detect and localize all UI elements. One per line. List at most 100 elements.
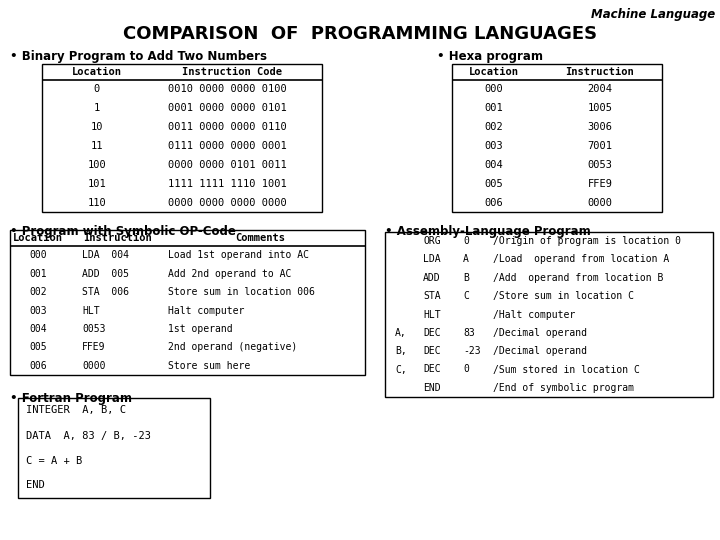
Text: DATA  A, 83 / B, -23: DATA A, 83 / B, -23: [26, 430, 151, 441]
Text: • Hexa program: • Hexa program: [437, 50, 543, 63]
Text: 11: 11: [91, 141, 103, 151]
Text: 0: 0: [463, 236, 469, 246]
Text: FFE9: FFE9: [588, 179, 613, 188]
Text: 001: 001: [30, 268, 47, 279]
Text: 1: 1: [94, 103, 100, 113]
Text: Add 2nd operand to AC: Add 2nd operand to AC: [168, 268, 292, 279]
Text: 004: 004: [30, 324, 47, 334]
Text: B,: B,: [395, 346, 407, 356]
Text: • Assembly-Language Program: • Assembly-Language Program: [385, 225, 590, 238]
Text: Location: Location: [13, 233, 63, 243]
Text: 83: 83: [463, 328, 474, 338]
Text: 100: 100: [88, 160, 107, 170]
Text: 006: 006: [485, 198, 503, 207]
Text: END: END: [26, 481, 45, 490]
Text: 006: 006: [30, 361, 47, 371]
Text: STA  006: STA 006: [82, 287, 129, 297]
Text: 005: 005: [485, 179, 503, 188]
Text: HLT: HLT: [423, 309, 441, 320]
Text: 1005: 1005: [588, 103, 613, 113]
Text: FFE9: FFE9: [82, 342, 106, 353]
Text: B: B: [463, 273, 469, 283]
Text: 000: 000: [30, 250, 47, 260]
Text: C = A + B: C = A + B: [26, 456, 82, 465]
Text: /End of symbolic program: /End of symbolic program: [493, 383, 634, 393]
Text: DEC: DEC: [423, 346, 441, 356]
Text: ADD: ADD: [423, 273, 441, 283]
Text: 7001: 7001: [588, 141, 613, 151]
Text: /Sum stored in location C: /Sum stored in location C: [493, 364, 640, 375]
Text: 0001 0000 0000 0101: 0001 0000 0000 0101: [168, 103, 287, 113]
Text: /Decimal operand: /Decimal operand: [493, 346, 587, 356]
Text: DEC: DEC: [423, 364, 441, 375]
Text: END: END: [423, 383, 441, 393]
Text: LDA  004: LDA 004: [82, 250, 129, 260]
Text: Store sum in location 006: Store sum in location 006: [168, 287, 315, 297]
Text: C: C: [463, 291, 469, 301]
Text: /Decimal operand: /Decimal operand: [493, 328, 587, 338]
Text: 3006: 3006: [588, 122, 613, 132]
Text: Machine Language: Machine Language: [590, 8, 715, 21]
Bar: [385, 232, 713, 397]
Text: 0000 0000 0000 0000: 0000 0000 0000 0000: [168, 198, 287, 207]
Text: 101: 101: [88, 179, 107, 188]
Text: Load 1st operand into AC: Load 1st operand into AC: [168, 250, 309, 260]
Text: • Fortran Program: • Fortran Program: [10, 392, 132, 405]
Bar: [42, 64, 322, 212]
Text: 005: 005: [30, 342, 47, 353]
Text: 2004: 2004: [588, 84, 613, 94]
Text: /Store sum in location C: /Store sum in location C: [493, 291, 634, 301]
Text: 004: 004: [485, 160, 503, 170]
Text: 0053: 0053: [588, 160, 613, 170]
Text: 0111 0000 0000 0001: 0111 0000 0000 0001: [168, 141, 287, 151]
Text: 0011 0000 0000 0110: 0011 0000 0000 0110: [168, 122, 287, 132]
Text: LDA: LDA: [423, 254, 441, 265]
Text: Location: Location: [72, 67, 122, 77]
Text: 110: 110: [88, 198, 107, 207]
Text: A,: A,: [395, 328, 407, 338]
Text: 2nd operand (negative): 2nd operand (negative): [168, 342, 297, 353]
Text: /Add  operand from location B: /Add operand from location B: [493, 273, 663, 283]
Text: DEC: DEC: [423, 328, 441, 338]
Text: C,: C,: [395, 364, 407, 375]
Text: 000: 000: [485, 84, 503, 94]
Text: • Program with Symbolic OP-Code: • Program with Symbolic OP-Code: [10, 225, 236, 238]
Text: ORG: ORG: [423, 236, 441, 246]
Bar: [18, 398, 210, 498]
Text: 002: 002: [30, 287, 47, 297]
Text: INTEGER  A, B, C: INTEGER A, B, C: [26, 406, 126, 415]
Text: 003: 003: [30, 306, 47, 315]
Text: 0: 0: [463, 364, 469, 375]
Bar: [452, 64, 662, 212]
Text: 10: 10: [91, 122, 103, 132]
Text: Halt computer: Halt computer: [168, 306, 244, 315]
Text: 0000: 0000: [82, 361, 106, 371]
Text: Instruction Code: Instruction Code: [182, 67, 282, 77]
Text: 003: 003: [485, 141, 503, 151]
Text: Instruction: Instruction: [84, 233, 153, 243]
Text: /Load  operand from location A: /Load operand from location A: [493, 254, 670, 265]
Text: Location: Location: [469, 67, 519, 77]
Text: /Halt computer: /Halt computer: [493, 309, 575, 320]
Text: STA: STA: [423, 291, 441, 301]
Text: 002: 002: [485, 122, 503, 132]
Text: • Binary Program to Add Two Numbers: • Binary Program to Add Two Numbers: [10, 50, 267, 63]
Text: Comments: Comments: [235, 233, 285, 243]
Text: -23: -23: [463, 346, 481, 356]
Text: 0: 0: [94, 84, 100, 94]
Text: 0053: 0053: [82, 324, 106, 334]
Text: Store sum here: Store sum here: [168, 361, 251, 371]
Text: 0000 0000 0101 0011: 0000 0000 0101 0011: [168, 160, 287, 170]
Text: 1111 1111 1110 1001: 1111 1111 1110 1001: [168, 179, 287, 188]
Text: 0000: 0000: [588, 198, 613, 207]
Text: 0010 0000 0000 0100: 0010 0000 0000 0100: [168, 84, 287, 94]
Text: 001: 001: [485, 103, 503, 113]
Text: A: A: [463, 254, 469, 265]
Text: COMPARISON  OF  PROGRAMMING LANGUAGES: COMPARISON OF PROGRAMMING LANGUAGES: [123, 25, 597, 43]
Text: HLT: HLT: [82, 306, 99, 315]
Text: Instruction: Instruction: [566, 67, 634, 77]
Text: ADD  005: ADD 005: [82, 268, 129, 279]
Text: /Origin of program is location 0: /Origin of program is location 0: [493, 236, 681, 246]
Bar: [10, 230, 365, 375]
Text: 1st operand: 1st operand: [168, 324, 233, 334]
